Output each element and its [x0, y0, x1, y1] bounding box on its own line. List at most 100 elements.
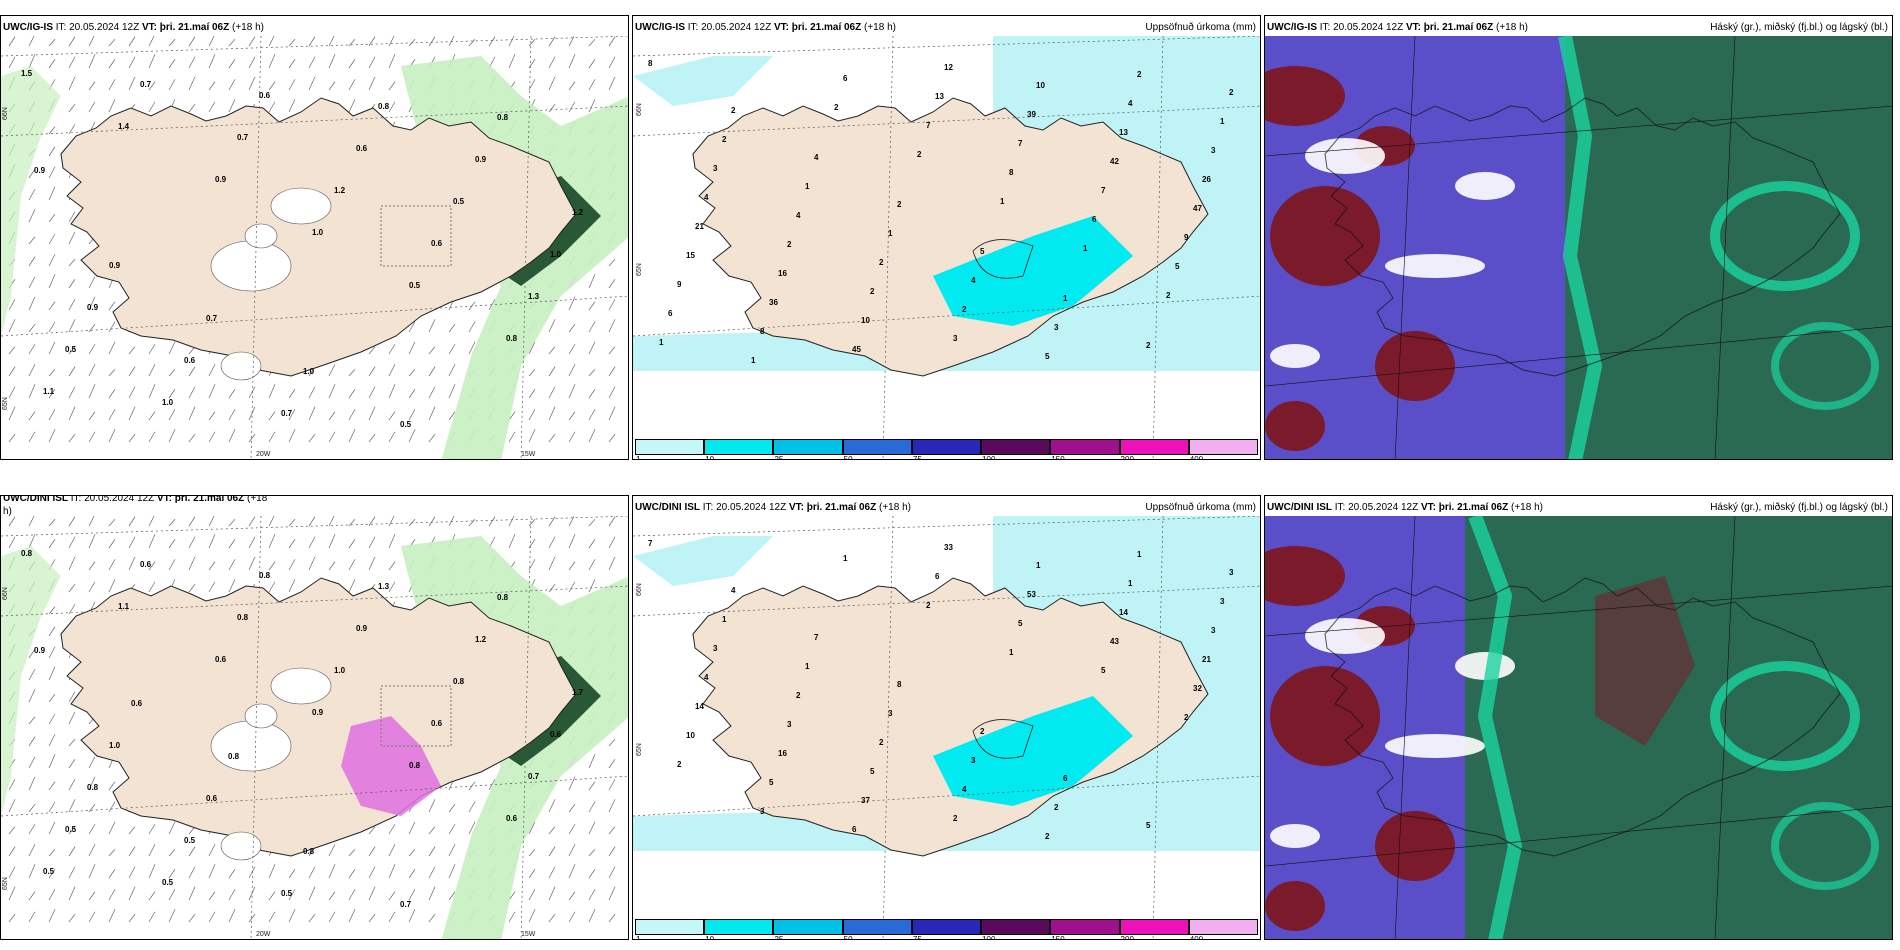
- wind-barb: [348, 39, 356, 47]
- wind-barb: [508, 411, 516, 421]
- wind-barb: [208, 411, 216, 421]
- wind-barb: [308, 536, 316, 549]
- freezing-value: 1.2: [334, 186, 346, 195]
- precip-value: 4: [796, 211, 801, 220]
- meridian-line: [1152, 516, 1164, 939]
- wind-barb: [548, 434, 556, 443]
- wind-barb: [568, 384, 576, 399]
- map-dini-cloud[interactable]: [1265, 516, 1892, 939]
- map-ig-precip[interactable]: 8 2 4 2 5 1 2 2 2 1 1 4 3 2 1 3 4 2 2 5 4 3 4 2 2 3 10 13 26 21 16 10 12…: [633, 36, 1260, 459]
- colorbar-label: 100: [982, 935, 996, 940]
- precip-value: 6: [1063, 774, 1068, 783]
- wind-barb: [488, 36, 496, 47]
- wind-barb: [548, 556, 556, 571]
- precip-value: 13: [935, 92, 944, 101]
- wind-barb: [548, 846, 556, 857]
- wind-barb: [8, 366, 16, 377]
- wind-barb: [248, 56, 256, 69]
- wind-barb: [168, 519, 176, 527]
- precip-value: 2: [722, 135, 727, 144]
- wind-barb: [608, 386, 616, 399]
- precip-value: 13: [1119, 128, 1128, 137]
- wind-barb: [268, 534, 276, 549]
- wind-barb: [508, 431, 516, 443]
- wind-barb: [388, 81, 396, 91]
- wind-barb: [508, 891, 516, 901]
- precip-value: 39: [1027, 110, 1036, 119]
- wind-barb: [48, 694, 56, 703]
- wind-barb: [568, 844, 576, 857]
- parallel-line: [1265, 105, 1892, 157]
- freezing-value: 0.8: [259, 571, 271, 580]
- colorbar-swatch: [911, 919, 982, 935]
- precip-value: 1: [805, 662, 810, 671]
- cloud-low-patch: [1375, 811, 1455, 881]
- wind-barb: [48, 869, 56, 879]
- wind-barb: [608, 366, 616, 377]
- precip-value: 2: [897, 200, 902, 209]
- colorbar-swatch: [842, 439, 912, 455]
- wind-barb: [88, 276, 96, 289]
- wind-barb: [168, 869, 176, 879]
- wind-barb: [548, 584, 556, 593]
- precip-value: 2: [1146, 341, 1151, 350]
- freezing-green-zone: [1, 546, 61, 816]
- wind-barb: [148, 561, 156, 571]
- wind-barb: [148, 411, 156, 421]
- wind-barb: [128, 556, 136, 571]
- precip-value: 5: [769, 778, 774, 787]
- parallel-line: [1, 516, 628, 537]
- map-ig-freezing[interactable]: 1.5 1.4 0.9 1.0 0.5 0.8 1.1 0.7 0.7 1.2 0.6 1.3 0.5 1…: [1, 36, 628, 459]
- wind-barb: [368, 56, 376, 69]
- wind-barb: [308, 434, 316, 443]
- meridian-line: [882, 516, 894, 939]
- wind-barb: [188, 886, 196, 901]
- wind-barb: [588, 754, 596, 769]
- wind-barb: [528, 39, 536, 47]
- cloud-contour-ring: [1710, 181, 1860, 291]
- wind-barb: [268, 54, 276, 69]
- wind-barb: [568, 431, 576, 443]
- wind-barb: [308, 516, 316, 527]
- wind-barb: [228, 429, 236, 443]
- panel-ig-cloud: UWC/IG-IS IT: 20.05.2024 12Z VT: þri. 21…: [1264, 15, 1893, 460]
- panel-dini-freezing: UWC/DINI ISL IT: 20.05.2024 12Z VT: þri.…: [0, 495, 629, 940]
- wind-barb: [48, 234, 56, 245]
- panel-right-title: Háský (gr.), miðský (fj.bl.) og lágský (…: [1710, 502, 1888, 513]
- meridian-line: [1394, 36, 1416, 459]
- wind-barb: [588, 59, 596, 69]
- wind-barb: [608, 759, 616, 769]
- wind-barb: [428, 866, 436, 879]
- precip-value: 4: [704, 673, 709, 682]
- glacier: [244, 223, 278, 249]
- wind-barb: [88, 534, 96, 549]
- wind-barb: [68, 826, 76, 835]
- map-dini-precip[interactable]: 7 4 7 8 2 6 5 3 1 1 3 3 2 1 3 3 2 2 4 2 1 3 4 3 5 2 1 14 21 14 16 37 33 5…: [633, 516, 1260, 939]
- precip-value: 1: [722, 615, 727, 624]
- clear-sky-patch: [1455, 172, 1515, 200]
- wind-barb: [148, 911, 156, 923]
- wind-barb: [88, 384, 96, 399]
- wind-barb: [8, 846, 16, 857]
- wind-barb: [608, 914, 616, 923]
- wind-barb: [588, 909, 596, 923]
- wind-barb: [588, 579, 596, 593]
- cloud-low-patch: [1270, 186, 1380, 286]
- hatched-area: [380, 685, 452, 747]
- wind-barb: [348, 99, 356, 113]
- wind-barb: [108, 321, 116, 333]
- wind-barb: [608, 826, 616, 835]
- wind-barb: [88, 324, 96, 333]
- colorbar-label: 25: [774, 455, 784, 460]
- freezing-value: 0.9: [34, 166, 46, 175]
- map-ig-cloud[interactable]: [1265, 36, 1892, 459]
- wind-barb: [8, 516, 16, 527]
- precip-value: 3: [1211, 626, 1216, 635]
- wind-barb: [548, 319, 556, 333]
- wind-barb: [588, 99, 596, 113]
- wind-barb: [248, 866, 256, 879]
- freezing-value: 1.0: [109, 741, 121, 750]
- map-dini-freezing[interactable]: 0.8 1.1 0.6 0.9 0.8 0.6 0.5 0.6 0.8 1.0 0.6 0.7 0.5 0…: [1, 516, 628, 939]
- wind-barb: [528, 389, 536, 399]
- precip-value: 4: [814, 153, 819, 162]
